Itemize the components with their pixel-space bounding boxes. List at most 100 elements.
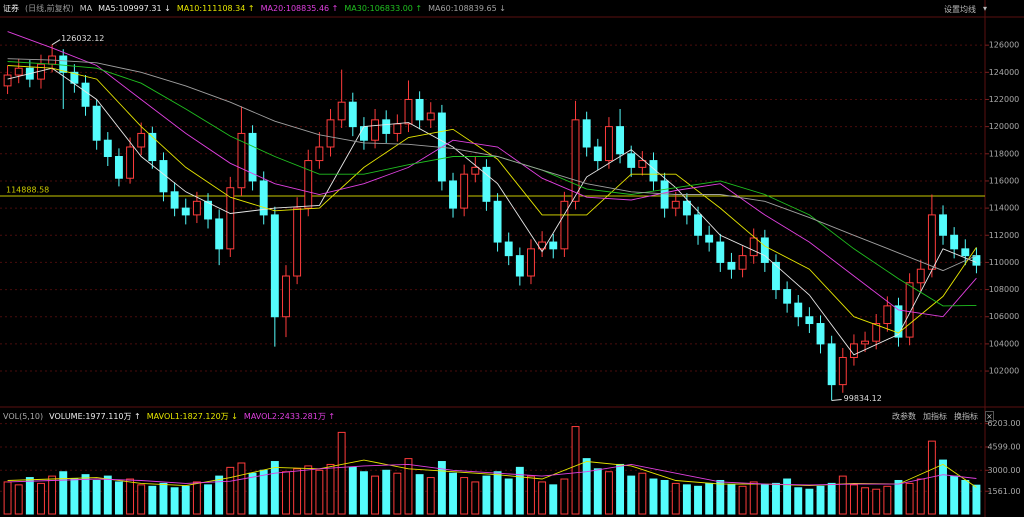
candle-body: [393, 123, 402, 134]
volume-bar: [248, 472, 257, 515]
candle-body: [504, 241, 513, 257]
candle-body: [293, 207, 302, 277]
candle-body: [571, 119, 580, 202]
y-tick-label: 118000: [989, 149, 1020, 158]
settings-button[interactable]: 设置均线: [944, 5, 976, 14]
volume-bar: [727, 484, 736, 515]
volume-bar: [582, 458, 591, 515]
volume-tick-label: 4599.00: [987, 442, 1020, 451]
volume-bar: [493, 471, 502, 515]
volume-bar: [337, 431, 346, 515]
candle-body: [471, 166, 480, 175]
candle-body: [92, 105, 101, 141]
candle-body: [738, 255, 747, 270]
volume-bar: [838, 475, 847, 515]
ma-line: [7, 31, 977, 318]
candle-body: [359, 126, 368, 141]
volume-bar: [148, 485, 157, 515]
indicator-button[interactable]: 改参数: [892, 412, 916, 421]
volume-bar: [638, 472, 647, 515]
volume-bar: [315, 469, 324, 515]
volume-bar: [371, 475, 380, 515]
candle-body: [304, 160, 313, 209]
price-line-label: 114888.58: [6, 186, 49, 195]
volume-ma-legend: MAVOL1:1827.120万 ↓: [146, 412, 238, 421]
candle-body: [872, 323, 881, 342]
volume-bar: [159, 482, 168, 515]
candle-body: [682, 200, 691, 216]
candle-body: [81, 82, 90, 107]
max-annotation: 126032.12: [61, 34, 104, 43]
volume-bar: [37, 482, 45, 515]
candle-body: [582, 119, 591, 148]
ma-legend: MA30:106833.00 ↑: [344, 4, 423, 13]
volume-buttons: 改参数 加指标 换指标 ×: [892, 411, 994, 422]
candle-body: [883, 305, 892, 325]
candle-body: [927, 214, 936, 270]
volume-bar: [326, 463, 335, 515]
volume-tick-label: 1561.00: [987, 487, 1020, 496]
price-header: 证券 (日线,前复权) MA MA5:109997.31 ↓ MA10:11110…: [3, 3, 506, 14]
volume-title: VOL(5,10): [3, 412, 44, 421]
candle-body: [170, 191, 179, 209]
volume-bar: [549, 484, 558, 515]
candle-body: [192, 200, 201, 216]
candle-body: [237, 132, 246, 189]
y-tick-label: 106000: [989, 312, 1020, 321]
ma-legend: MA20:108835.46 ↑: [260, 4, 339, 13]
volume-bar: [404, 458, 413, 515]
volume-bar: [426, 477, 435, 515]
candle-body: [627, 153, 636, 168]
volume-bar: [215, 475, 224, 515]
volume-bar: [3, 481, 12, 515]
settings[interactable]: 设置均线 ▾: [944, 4, 987, 15]
dropdown-arrow[interactable]: ▾: [983, 4, 988, 13]
candle-body: [805, 316, 814, 325]
close-button[interactable]: ×: [985, 411, 994, 422]
volume-bar: [59, 471, 68, 515]
candle-body: [560, 200, 569, 250]
candle-body: [137, 132, 146, 148]
candle-body: [638, 160, 647, 168]
volume-bar: [270, 461, 279, 515]
volume-bar: [972, 484, 981, 515]
volume-bar: [504, 478, 513, 515]
volume-bar: [961, 479, 970, 515]
annotation-pointer: [831, 398, 842, 401]
indicator-button[interactable]: 加指标: [923, 412, 947, 421]
volume-bar: [226, 466, 235, 515]
candle-body: [114, 156, 123, 179]
candle-body: [259, 180, 268, 216]
y-tick-label: 126000: [989, 41, 1020, 50]
candle-body: [493, 200, 502, 243]
candle-body: [70, 71, 79, 84]
volume-bar: [25, 477, 34, 515]
y-tick-label: 116000: [989, 176, 1020, 185]
volume-bar: [126, 478, 135, 515]
volume-bar: [849, 484, 858, 515]
candle-body: [972, 255, 981, 266]
candle-body: [482, 166, 491, 202]
candle-body: [415, 98, 424, 121]
chart-subtitle: (日线,前复权): [25, 4, 74, 13]
volume-bar: [939, 459, 947, 515]
candle-body: [14, 67, 23, 76]
candle-body: [961, 248, 970, 257]
volume-header: VOL(5,10) VOLUME:1977.110万 ↑ MAVOL1:1827…: [3, 411, 335, 422]
candle-body: [248, 132, 257, 182]
volume-bar: [738, 485, 747, 515]
candle-body: [861, 340, 870, 345]
candle-body: [716, 241, 725, 263]
candle-body: [604, 126, 613, 162]
candle-body: [159, 160, 168, 193]
indicator-button[interactable]: 换指标: [954, 412, 978, 421]
volume-bar: [916, 478, 925, 515]
candle-body: [348, 101, 357, 128]
candle-body: [649, 160, 658, 182]
volume-bar: [114, 481, 123, 515]
candle-body: [337, 101, 346, 121]
volume-ma-line: [7, 463, 977, 486]
candle-body: [371, 119, 380, 141]
